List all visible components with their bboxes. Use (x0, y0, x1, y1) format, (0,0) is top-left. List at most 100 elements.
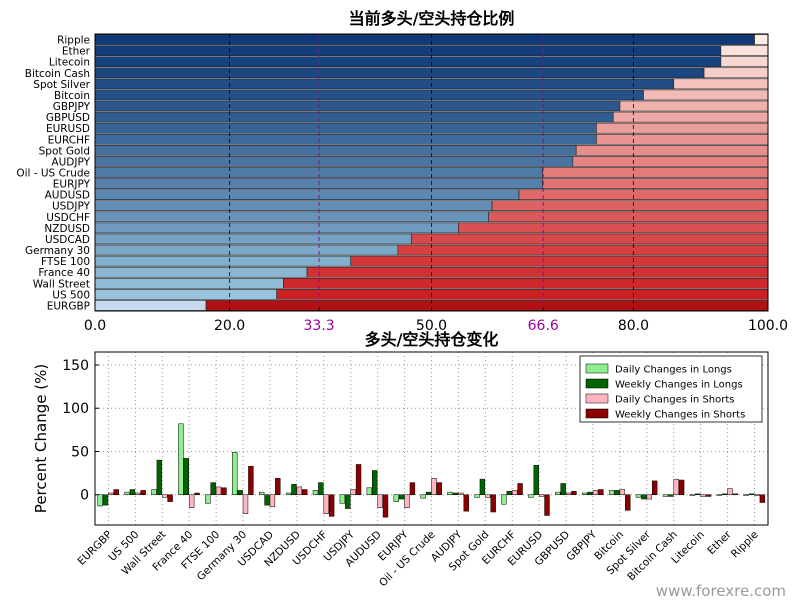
bar-1-audusd (372, 470, 378, 495)
bar-2-bitcoin (619, 489, 626, 495)
short-bar-audjpy (572, 156, 769, 167)
category-label: USDCAD (45, 234, 90, 246)
bar-3-spot-silver (651, 480, 658, 495)
bar-2-audjpy (458, 492, 464, 495)
bar-3-usdcad (275, 478, 281, 495)
long-bar-spot-gold (94, 145, 577, 156)
bar-3-gbpusd (571, 491, 577, 495)
bar-0-eurgbp (97, 494, 103, 507)
bar-2-eurjpy (404, 494, 410, 508)
y-tick-label: 150 (62, 358, 89, 374)
bar-1-nzdusd (291, 484, 297, 495)
short-bar-usdchf (488, 211, 769, 223)
category-label: USDCHF (46, 212, 90, 224)
bar-0-usdcad (258, 491, 265, 495)
category-label: Bitcoin Cash (25, 68, 90, 80)
bar-0-eurchf (501, 494, 507, 505)
bar-3-ripple (759, 494, 766, 503)
short-bar-litecoin (720, 56, 769, 68)
bar-0-audusd (366, 487, 373, 495)
long-bar-wall-street (94, 277, 284, 289)
x-tick-label: 80.0 (618, 318, 649, 334)
y-tick-label: 0 (80, 488, 89, 504)
short-bar-ripple (754, 34, 769, 45)
category-label: Oil - US Crude (16, 168, 90, 180)
bar-3-audjpy (463, 494, 469, 512)
bar-1-eurchf (506, 491, 513, 495)
bar-2-ripple (754, 494, 760, 496)
bar-0-wall-street (151, 489, 157, 495)
long-bar-germany-30 (94, 244, 399, 256)
y-tick-label: 50 (71, 444, 89, 460)
short-bar-audusd (518, 189, 769, 200)
bar-2-litecoin (700, 494, 706, 497)
category-label: US 500 (52, 289, 90, 301)
bar-2-spot-silver (646, 494, 652, 500)
bar-1-germany-30 (237, 490, 243, 495)
bar-2-us-500 (135, 492, 141, 495)
legend-swatch (585, 378, 609, 389)
bar-3-eurusd (544, 494, 550, 516)
short-bar-gbpusd (612, 111, 769, 123)
bar-2-ether (727, 488, 733, 495)
x-tick-label: 33.3 (304, 318, 335, 334)
bar-2-france-40 (188, 494, 195, 508)
category-label: Germany 30 (25, 245, 90, 257)
short-bar-gbpjpy (619, 100, 769, 112)
x-tick-label: 20.0 (214, 318, 245, 334)
category-label: AUDJPY (51, 156, 90, 168)
bar-3-eurchf (517, 483, 523, 495)
category-label: Ripple (57, 35, 90, 47)
category-label: NZDUSD (44, 223, 90, 235)
long-bar-litecoin (94, 56, 722, 68)
bar-2-eurchf (512, 490, 518, 495)
long-bar-ftse-100 (94, 255, 352, 267)
bar-1-usdchf (318, 482, 324, 495)
bar-2-oil-us-crude (431, 478, 437, 495)
legend-box (579, 355, 763, 423)
legend-entry: Weekly Changes in Shorts (615, 410, 745, 421)
long-bar-bitcoin (94, 89, 644, 101)
bar-1-oil-us-crude (425, 491, 432, 495)
bar-3-ftse-100 (221, 487, 227, 495)
bar-1-eurusd (533, 465, 539, 495)
long-bar-us-500 (94, 289, 278, 300)
bar-2-ftse-100 (215, 486, 222, 495)
long-bar-eurchf (94, 133, 597, 145)
long-bar-usdjpy (94, 200, 493, 212)
bar-3-wall-street (167, 494, 173, 502)
position-change-chart: 多头/空头持仓变化 0 50 100 150 Percent Change (%) EURG… (32, 330, 769, 589)
bar-0-germany-30 (232, 452, 238, 495)
bar-3-gbpjpy (598, 489, 604, 495)
bar-2-germany-30 (242, 494, 249, 515)
short-bar-oil-us-crude (542, 167, 769, 178)
bar-2-usdchf (323, 494, 329, 515)
bar-0-ftse-100 (205, 494, 211, 504)
long-bar-gbpusd (94, 111, 614, 123)
bar-1-france-40 (183, 458, 189, 495)
x-tick-label: 0.0 (84, 318, 106, 334)
bar-3-us-500 (140, 490, 146, 495)
bottom-plot-frame (94, 351, 769, 526)
bar-3-nzdusd (302, 489, 308, 495)
long-bar-ripple (94, 34, 755, 45)
bar-2-audusd (377, 494, 383, 508)
bar-2-eurgbp (108, 492, 114, 495)
category-label: EURCHF (48, 134, 90, 146)
category-label: France 40 (38, 267, 90, 279)
bar-2-nzdusd (296, 486, 303, 495)
short-bar-wall-street (283, 277, 769, 289)
category-label: EURUSD (46, 123, 90, 135)
y-axis-label: Percent Change (%) (32, 364, 50, 513)
short-bar-ether (720, 45, 769, 56)
long-bar-usdchf (94, 211, 490, 223)
bar-2-gbpjpy (592, 490, 599, 495)
bar-3-usdchf (328, 494, 335, 517)
bar-0-litecoin (689, 494, 696, 496)
bar-0-gbpjpy (582, 492, 588, 495)
long-bar-nzdusd (94, 222, 459, 234)
bar-0-spot-gold (474, 494, 480, 498)
bar-3-bitcoin-cash (678, 479, 685, 495)
long-bar-france-40 (94, 266, 308, 278)
bar-3-oil-us-crude (436, 482, 443, 495)
